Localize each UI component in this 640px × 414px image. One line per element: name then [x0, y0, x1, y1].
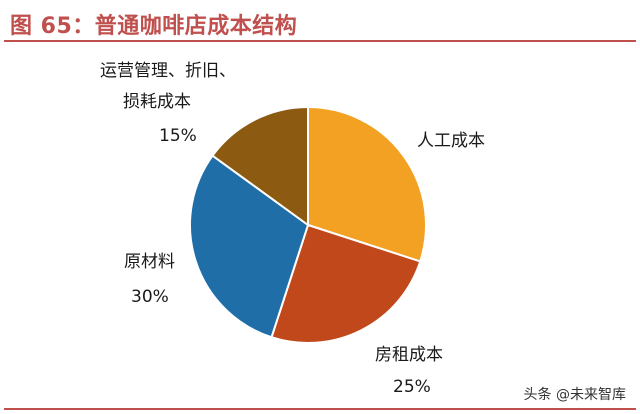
pie-chart: 人工成本 房租成本 25% 原材料 30% 运营管理、折旧、 损耗成本 15%	[100, 61, 485, 397]
pie-slice-rent	[270, 223, 422, 344]
pie-labels: 人工成本 房租成本 25% 原材料 30% 运营管理、折旧、 损耗成本 15%	[100, 61, 485, 397]
figure-header: 图 65：普通咖啡店成本结构	[0, 0, 640, 42]
pie-slice-labor	[307, 105, 427, 263]
watermark-text: 头条 @未来智库	[523, 387, 626, 403]
pie-slice-materials	[189, 154, 310, 339]
slice-label-operations-line2: 损耗成本	[123, 92, 191, 112]
header-rule	[4, 40, 636, 42]
pie-slice-operations	[211, 105, 309, 227]
footer-rule	[4, 408, 636, 410]
slice-value-operations: 15%	[159, 126, 197, 146]
slice-label-rent: 房租成本	[375, 345, 443, 365]
figure-title: 图 65：普通咖啡店成本结构	[10, 14, 298, 39]
slice-label-operations-line1: 运营管理、折旧、	[100, 61, 236, 81]
slice-label-materials: 原材料	[124, 252, 175, 272]
pie-slices	[189, 105, 427, 344]
slice-value-rent: 25%	[393, 377, 431, 397]
slice-label-labor: 人工成本	[417, 131, 485, 151]
slice-value-materials: 30%	[131, 287, 169, 307]
chart-area: 人工成本 房租成本 25% 原材料 30% 运营管理、折旧、 损耗成本 15%	[0, 42, 640, 408]
